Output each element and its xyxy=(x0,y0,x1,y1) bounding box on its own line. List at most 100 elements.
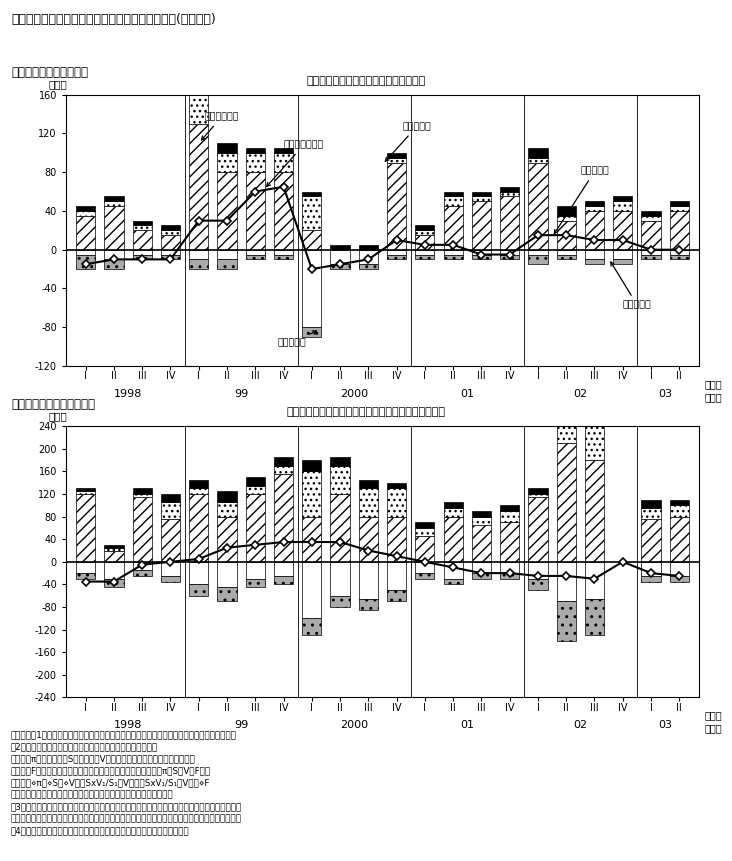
Bar xyxy=(302,562,321,618)
Bar xyxy=(302,196,321,231)
Text: 1998: 1998 xyxy=(114,721,142,730)
Bar xyxy=(246,579,265,587)
Bar xyxy=(189,480,209,488)
Bar xyxy=(302,618,321,635)
Bar xyxy=(500,255,519,259)
Bar xyxy=(641,519,660,562)
Bar xyxy=(670,517,689,562)
Bar xyxy=(105,545,124,548)
Bar xyxy=(274,153,293,172)
Bar xyxy=(359,517,378,562)
Bar xyxy=(556,255,576,259)
Bar xyxy=(189,488,209,494)
Bar xyxy=(529,488,548,494)
Bar xyxy=(387,255,406,259)
Bar xyxy=(585,418,604,460)
Text: （期）: （期） xyxy=(705,379,722,389)
Bar xyxy=(217,517,236,562)
Text: （％）: （％） xyxy=(48,79,67,90)
Bar xyxy=(641,508,660,519)
Text: （年）: （年） xyxy=(705,723,722,734)
Bar xyxy=(500,187,519,192)
Bar xyxy=(246,172,265,250)
Text: その他要因: その他要因 xyxy=(610,262,651,309)
Bar xyxy=(472,562,491,573)
Bar xyxy=(500,562,519,573)
Bar xyxy=(529,163,548,250)
Bar xyxy=(217,153,236,172)
Bar xyxy=(444,517,463,562)
Bar xyxy=(585,211,604,250)
Text: 2．製造業、非製造業ともに以下の式により要因分解した。: 2．製造業、非製造業ともに以下の式により要因分解した。 xyxy=(11,742,158,751)
Bar xyxy=(613,201,632,211)
Bar xyxy=(415,255,435,259)
Bar xyxy=(415,235,435,250)
Bar xyxy=(189,259,209,269)
Bar xyxy=(246,148,265,153)
Bar xyxy=(500,250,519,255)
Bar xyxy=(76,250,95,255)
Bar xyxy=(76,211,95,216)
Bar xyxy=(641,211,660,216)
Text: （％）: （％） xyxy=(48,411,67,421)
Bar xyxy=(529,158,548,163)
Bar xyxy=(472,250,491,255)
Bar xyxy=(500,511,519,523)
Bar xyxy=(132,562,152,570)
Text: 〈喀上高要因〉　〈原価・販管費要因〉〈固定費要因〉: 〈喀上高要因〉 〈原価・販管費要因〉〈固定費要因〉 xyxy=(11,790,173,799)
Bar xyxy=(330,466,350,494)
Text: 販管費要因: 販管費要因 xyxy=(278,331,316,347)
Bar xyxy=(302,231,321,250)
Bar xyxy=(105,206,124,250)
Bar xyxy=(76,216,95,250)
Bar xyxy=(217,587,236,601)
Bar xyxy=(105,562,124,579)
Bar xyxy=(105,201,124,206)
Bar xyxy=(189,124,209,250)
Bar xyxy=(529,579,548,590)
Bar xyxy=(132,488,152,494)
Bar xyxy=(217,562,236,587)
Text: ついては、日本経済研究所「企業財務データ」により上場企業の値を業種毎に求めて用いた。: ついては、日本経済研究所「企業財務データ」により上場企業の値を業種毎に求めて用い… xyxy=(11,815,242,823)
Text: 99: 99 xyxy=(234,389,248,399)
Bar xyxy=(472,192,491,196)
Bar xyxy=(500,196,519,250)
Bar xyxy=(161,519,180,562)
Bar xyxy=(641,562,660,576)
Text: F：固定費（人件費＋金融費用＋減価償却費）として、π＝S－V－Fより: F：固定費（人件費＋金融費用＋減価償却費）として、π＝S－V－Fより xyxy=(11,766,211,775)
Bar xyxy=(274,172,293,250)
Bar xyxy=(529,494,548,497)
Bar xyxy=(556,601,576,641)
Bar xyxy=(132,220,152,226)
Bar xyxy=(670,255,689,259)
Bar xyxy=(161,562,180,576)
Bar xyxy=(274,250,293,255)
Bar xyxy=(189,494,209,562)
Bar xyxy=(246,153,265,172)
Bar xyxy=(444,579,463,585)
Bar xyxy=(641,576,660,581)
Bar xyxy=(359,245,378,250)
Bar xyxy=(217,250,236,259)
Bar xyxy=(444,206,463,250)
Bar xyxy=(641,255,660,259)
Bar xyxy=(161,576,180,581)
Bar xyxy=(217,259,236,269)
Text: 03: 03 xyxy=(658,389,672,399)
Bar xyxy=(444,562,463,579)
Bar xyxy=(132,255,152,259)
Bar xyxy=(274,576,293,585)
Bar xyxy=(613,196,632,201)
Bar xyxy=(415,573,435,579)
Bar xyxy=(444,255,463,259)
Bar xyxy=(641,220,660,250)
Bar xyxy=(556,250,576,255)
Bar xyxy=(444,192,463,196)
Bar xyxy=(302,517,321,562)
Bar xyxy=(105,579,124,587)
Bar xyxy=(246,562,265,579)
Bar xyxy=(444,503,463,508)
Bar xyxy=(217,503,236,517)
Text: 01: 01 xyxy=(460,721,474,730)
Bar xyxy=(585,562,604,598)
